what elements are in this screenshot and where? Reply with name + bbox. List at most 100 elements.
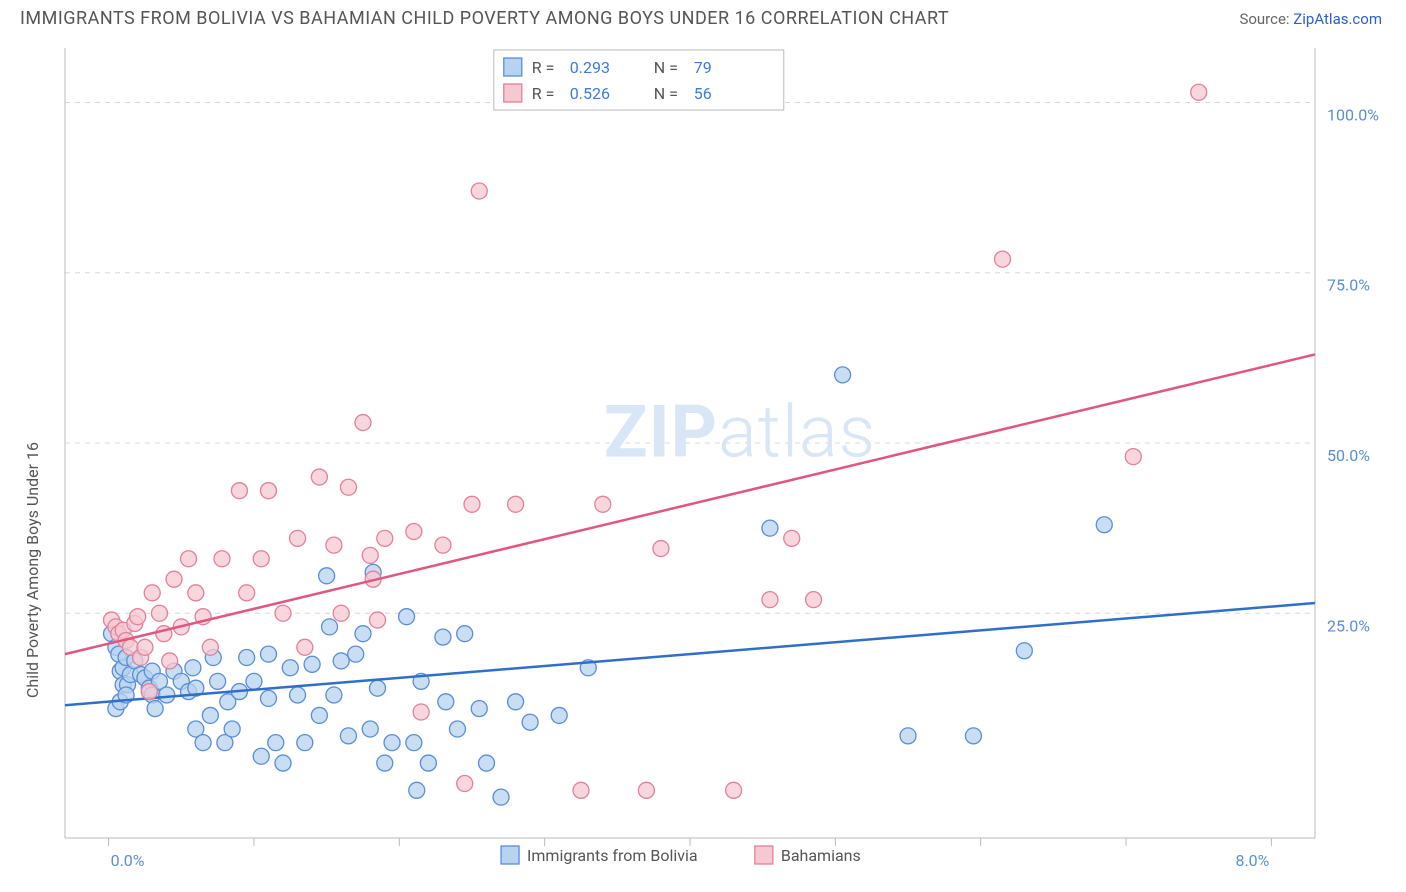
scatter-point: [322, 619, 338, 635]
x-tick-label: 8.0%: [1235, 851, 1269, 870]
scatter-point: [348, 646, 364, 662]
scatter-point: [202, 639, 218, 655]
scatter-point: [409, 782, 425, 798]
legend-swatch: [504, 58, 522, 76]
scatter-point: [239, 585, 255, 601]
scatter-point: [784, 530, 800, 546]
scatter-point: [290, 687, 306, 703]
scatter-chart: Child Poverty Among Boys Under 16 ZIPatl…: [20, 40, 1396, 882]
y-tick-label: 100.0%: [1327, 105, 1379, 124]
stats-n-label: N =: [654, 58, 678, 77]
scatter-point: [457, 776, 473, 792]
scatter-point: [806, 592, 822, 608]
scatter-point: [340, 728, 356, 744]
scatter-point: [253, 748, 269, 764]
scatter-point: [900, 728, 916, 744]
scatter-point: [326, 537, 342, 553]
legend-label: Immigrants from Bolivia: [527, 846, 698, 865]
stats-n-value: 79: [694, 58, 712, 77]
scatter-point: [319, 568, 335, 584]
scatter-point: [449, 721, 465, 737]
scatter-point: [384, 735, 400, 751]
scatter-point: [406, 524, 422, 540]
scatter-point: [141, 684, 157, 700]
scatter-point: [181, 551, 197, 567]
scatter-point: [275, 605, 291, 621]
scatter-point: [595, 496, 611, 512]
scatter-point: [1016, 643, 1032, 659]
scatter-point: [377, 755, 393, 771]
scatter-point: [479, 755, 495, 771]
scatter-point: [362, 547, 378, 563]
stats-r-label: R =: [532, 84, 555, 103]
scatter-point: [239, 650, 255, 666]
scatter-point: [210, 673, 226, 689]
scatter-point: [1096, 517, 1112, 533]
scatter-point: [1191, 84, 1207, 100]
scatter-point: [253, 551, 269, 567]
scatter-point: [399, 609, 415, 625]
scatter-point: [965, 728, 981, 744]
scatter-point: [1125, 449, 1141, 465]
scatter-point: [333, 605, 349, 621]
legend-swatch: [501, 846, 519, 864]
scatter-point: [246, 673, 262, 689]
scatter-point: [166, 571, 182, 587]
scatter-point: [508, 496, 524, 512]
y-tick-label: 75.0%: [1327, 276, 1370, 295]
scatter-point: [471, 701, 487, 717]
legend-label: Bahamians: [781, 846, 861, 865]
scatter-point: [311, 707, 327, 723]
y-tick-label: 25.0%: [1327, 616, 1370, 635]
scatter-point: [304, 656, 320, 672]
scatter-point: [355, 415, 371, 431]
legend-swatch: [504, 84, 522, 102]
scatter-point: [355, 626, 371, 642]
stats-r-value: 0.526: [570, 84, 610, 103]
scatter-point: [508, 694, 524, 710]
legend-swatch: [755, 846, 773, 864]
scatter-point: [340, 479, 356, 495]
stats-r-value: 0.293: [570, 58, 610, 77]
scatter-point: [835, 367, 851, 383]
scatter-point: [268, 735, 284, 751]
scatter-point: [144, 585, 160, 601]
watermark: ZIPatlas: [604, 390, 876, 475]
stats-n-label: N =: [654, 84, 678, 103]
scatter-point: [370, 612, 386, 628]
scatter-point: [762, 592, 778, 608]
scatter-point: [290, 530, 306, 546]
scatter-point: [362, 721, 378, 737]
scatter-point: [130, 609, 146, 625]
scatter-point: [224, 721, 240, 737]
scatter-point: [326, 687, 342, 703]
scatter-point: [471, 183, 487, 199]
scatter-point: [275, 755, 291, 771]
scatter-point: [653, 541, 669, 557]
scatter-point: [260, 483, 276, 499]
y-axis-title: Child Poverty Among Boys Under 16: [23, 442, 42, 698]
scatter-point: [435, 537, 451, 553]
scatter-point: [188, 585, 204, 601]
stats-n-value: 56: [694, 84, 712, 103]
scatter-point: [151, 605, 167, 621]
scatter-point: [333, 653, 349, 669]
scatter-point: [202, 707, 218, 723]
x-tick-label: 0.0%: [111, 851, 145, 870]
scatter-point: [214, 551, 230, 567]
scatter-point: [406, 735, 422, 751]
scatter-point: [162, 653, 178, 669]
source-attribution: Source: ZipAtlas.com: [1239, 10, 1382, 28]
scatter-point: [231, 483, 247, 499]
scatter-point: [638, 782, 654, 798]
y-tick-label: 50.0%: [1327, 446, 1370, 465]
scatter-point: [370, 680, 386, 696]
scatter-point: [438, 694, 454, 710]
scatter-point: [551, 707, 567, 723]
scatter-point: [260, 690, 276, 706]
scatter-point: [147, 701, 163, 717]
scatter-point: [195, 735, 211, 751]
scatter-point: [137, 639, 153, 655]
scatter-point: [762, 520, 778, 536]
source-link[interactable]: ZipAtlas.com: [1293, 10, 1382, 28]
